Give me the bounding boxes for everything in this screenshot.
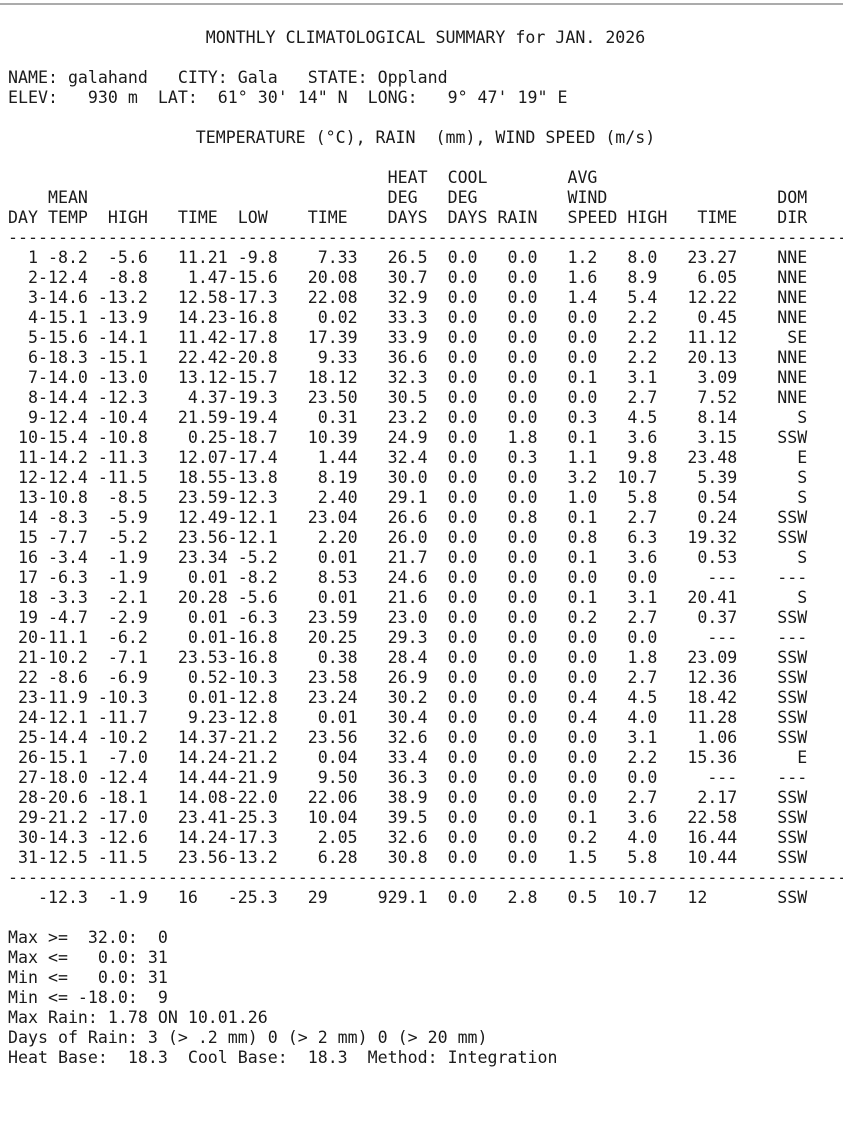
table-row: 15 -7.7 -5.2 23.56-12.1 2.20 26.0 0.0 0.…	[8, 528, 808, 547]
table-row: 8-14.4 -12.3 4.37-19.3 23.50 30.5 0.0 0.…	[8, 388, 808, 407]
stats-line: Min <= -18.0: 9	[8, 988, 168, 1007]
table-row: 31-12.5 -11.5 23.56-13.2 6.28 30.8 0.0 0…	[8, 848, 808, 867]
column-header-line-2: MEAN DEG DEG WIND DOM	[8, 188, 808, 207]
table-row: 25-14.4 -10.2 14.37-21.2 23.56 32.6 0.0 …	[8, 728, 808, 747]
table-row: 5-15.6 -14.1 11.42-17.8 17.39 33.9 0.0 0…	[8, 328, 808, 347]
table-row: 19 -4.7 -2.9 0.01 -6.3 23.59 23.0 0.0 0.…	[8, 608, 808, 627]
stats-line: Min <= 0.0: 31	[8, 968, 168, 987]
table-row: 11-14.2 -11.3 12.07-17.4 1.44 32.4 0.0 0…	[8, 448, 808, 467]
table-row: 26-15.1 -7.0 14.24-21.2 0.04 33.4 0.0 0.…	[8, 748, 808, 767]
table-row: 22 -8.6 -6.9 0.52-10.3 23.58 26.9 0.0 0.…	[8, 668, 808, 687]
stats-line: Heat Base: 18.3 Cool Base: 18.3 Method: …	[8, 1048, 558, 1067]
stats-line: Max <= 0.0: 31	[8, 948, 168, 967]
table-row: 9-12.4 -10.4 21.59-19.4 0.31 23.2 0.0 0.…	[8, 408, 808, 427]
stats-line: Days of Rain: 3 (> .2 mm) 0 (> 2 mm) 0 (…	[8, 1028, 488, 1047]
table-row: 20-11.1 -6.2 0.01-16.8 20.25 29.3 0.0 0.…	[8, 628, 808, 647]
table-row: 7-14.0 -13.0 13.12-15.7 18.12 32.3 0.0 0…	[8, 368, 808, 387]
table-row: 13-10.8 -8.5 23.59-12.3 2.40 29.1 0.0 0.…	[8, 488, 808, 507]
column-header-line-1: HEAT COOL AVG	[8, 168, 598, 187]
table-row: 18 -3.3 -2.1 20.28 -5.6 0.01 21.6 0.0 0.…	[8, 588, 808, 607]
stats-line: Max >= 32.0: 0	[8, 928, 168, 947]
table-row: 3-14.6 -13.2 12.58-17.3 22.08 32.9 0.0 0…	[8, 288, 808, 307]
report-title: MONTHLY CLIMATOLOGICAL SUMMARY for JAN. …	[205, 28, 646, 47]
table-separator-top: ----------------------------------------…	[8, 228, 843, 247]
stats-line: Max Rain: 1.78 ON 10.01.26	[8, 1008, 268, 1027]
table-row: 23-11.9 -10.3 0.01-12.8 23.24 30.2 0.0 0…	[8, 688, 808, 707]
table-row: 16 -3.4 -1.9 23.34 -5.2 0.01 21.7 0.0 0.…	[8, 548, 808, 567]
table-row: 29-21.2 -17.0 23.41-25.3 10.04 39.5 0.0 …	[8, 808, 808, 827]
climatological-report: MONTHLY CLIMATOLOGICAL SUMMARY for JAN. …	[0, 28, 843, 1068]
table-body: 1 -8.2 -5.6 11.21 -9.8 7.33 26.5 0.0 0.0…	[8, 248, 843, 868]
table-row: 24-12.1 -11.7 9.23-12.8 0.01 30.4 0.0 0.…	[8, 708, 808, 727]
column-header-line-3: DAY TEMP HIGH TIME LOW TIME DAYS DAYS RA…	[8, 208, 808, 227]
location-line: ELEV: 930 m LAT: 61° 30' 14" N LONG: 9° …	[8, 88, 568, 107]
table-row: 2-12.4 -8.8 1.47-15.6 20.08 30.7 0.0 0.0…	[8, 268, 808, 287]
table-row: 28-20.6 -18.1 14.08-22.0 22.06 38.9 0.0 …	[8, 788, 808, 807]
table-row: 12-12.4 -11.5 18.55-13.8 8.19 30.0 0.0 0…	[8, 468, 808, 487]
blank-line	[8, 48, 843, 68]
blank-line	[8, 148, 843, 168]
table-row: 27-18.0 -12.4 14.44-21.9 9.50 36.3 0.0 0…	[8, 768, 808, 787]
blank-line	[8, 108, 843, 128]
table-row: 4-15.1 -13.9 14.23-16.8 0.02 33.3 0.0 0.…	[8, 308, 808, 327]
table-row: 10-15.4 -10.8 0.25-18.7 10.39 24.9 0.0 1…	[8, 428, 808, 447]
table-row: 21-10.2 -7.1 23.53-16.8 0.38 28.4 0.0 0.…	[8, 648, 808, 667]
table-separator-bottom: ----------------------------------------…	[8, 868, 843, 887]
table-row: 30-14.3 -12.6 14.24-17.3 2.05 32.6 0.0 0…	[8, 828, 808, 847]
table-row: 6-18.3 -15.1 22.42-20.8 9.33 36.6 0.0 0.…	[8, 348, 808, 367]
station-line: NAME: galahand CITY: Gala STATE: Oppland	[8, 68, 448, 87]
table-row: 1 -8.2 -5.6 11.21 -9.8 7.33 26.5 0.0 0.0…	[8, 248, 808, 267]
units-line: TEMPERATURE (°C), RAIN (mm), WIND SPEED …	[195, 128, 656, 147]
summary-row: -12.3 -1.9 16 -25.3 29 929.1 0.0 2.8 0.5…	[8, 888, 808, 907]
window-edge-rule	[0, 3, 843, 5]
table-row: 14 -8.3 -5.9 12.49-12.1 23.04 26.6 0.0 0…	[8, 508, 808, 527]
summary-stats: Max >= 32.0: 0 Max <= 0.0: 31 Min <= 0.0: …	[8, 928, 843, 1068]
table-row: 17 -6.3 -1.9 0.01 -8.2 8.53 24.6 0.0 0.0…	[8, 568, 808, 587]
blank-line	[8, 908, 843, 928]
